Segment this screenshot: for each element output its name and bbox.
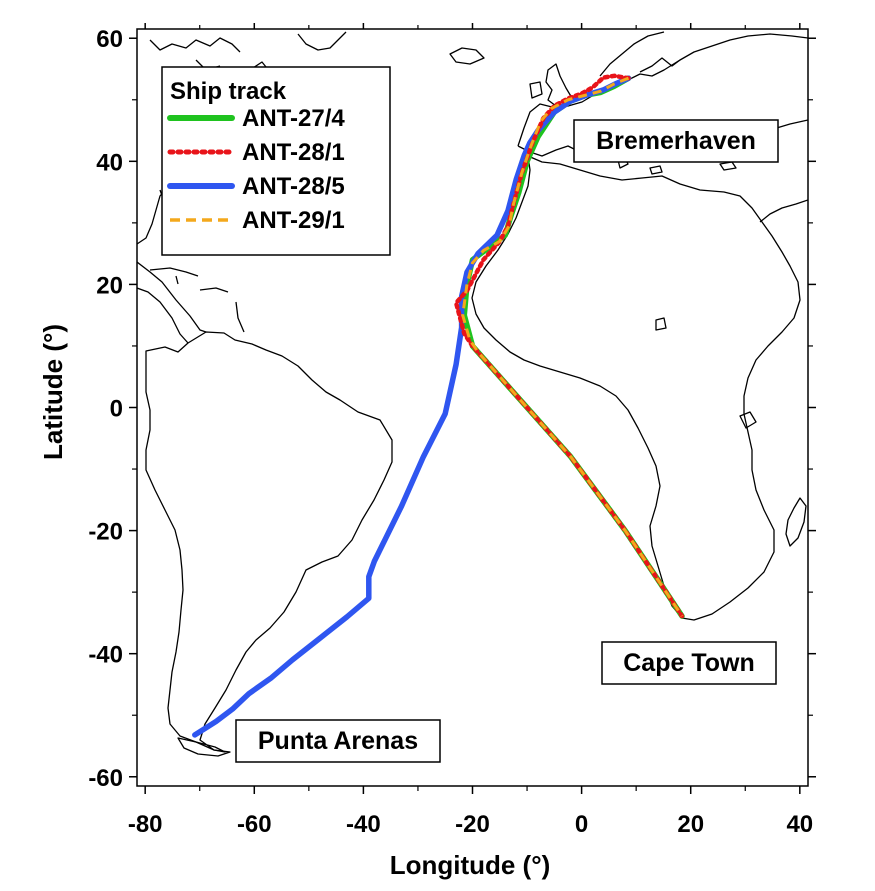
x-tick-label: -40 (346, 811, 381, 838)
greenland-coastline (297, 31, 347, 51)
y-tick-label: 20 (96, 272, 123, 299)
x-tick-label: 40 (786, 811, 813, 838)
y-tick-label: -20 (88, 519, 123, 546)
legend-label-ant-28-1: ANT-28/1 (242, 139, 345, 166)
y-tick-label: 60 (96, 26, 123, 53)
central-america-coastline (137, 261, 207, 344)
y-tick-label: 40 (96, 149, 123, 176)
ship-tracks (192, 73, 685, 738)
legend: Ship track ANT-27/4ANT-28/1ANT-28/5ANT-2… (161, 66, 391, 256)
africa-coastline (471, 155, 801, 621)
place-label-bremerhaven-text: Bremerhaven (596, 127, 756, 155)
x-axis-title: Longitude (°) (390, 850, 551, 880)
place-label-punta-arenas-text: Punta Arenas (258, 727, 418, 755)
place-label-punta-arenas: Punta Arenas (235, 719, 441, 763)
y-axis-title: Latitude (°) (38, 324, 68, 460)
legend-label-ant-28-5: ANT-28/5 (242, 173, 345, 200)
tierra-del-fuego-coastline (177, 737, 231, 757)
x-tick-label: 20 (677, 811, 704, 838)
x-tick-label: -80 (128, 811, 163, 838)
legend-label-ant-29-1: ANT-29/1 (242, 207, 345, 234)
x-axis-ticks: -80 -60 -40 -20 0 20 40 (128, 23, 813, 838)
y-axis-ticks: 60 40 20 0 -20 -40 -60 (88, 26, 816, 792)
track-ant-29-1 (461, 76, 684, 617)
x-tick-label: -20 (455, 811, 490, 838)
lake-victoria-coastline (655, 317, 757, 429)
iceland-coastline (449, 47, 485, 65)
legend-label-ant-27-4: ANT-27/4 (242, 105, 345, 132)
madagascar-coastline (785, 497, 807, 547)
scandinavia-coastline (599, 31, 681, 77)
x-tick-label: 0 (575, 811, 588, 838)
caribbean-islands-coastline (149, 267, 245, 333)
place-label-bremerhaven: Bremerhaven (573, 119, 779, 163)
legend-box (161, 66, 391, 256)
place-label-cape-town: Cape Town (601, 641, 777, 685)
y-tick-label: 0 (110, 396, 123, 423)
place-label-cape-town-text: Cape Town (623, 649, 754, 677)
x-tick-label: -60 (237, 811, 272, 838)
y-tick-label: -40 (88, 642, 123, 669)
legend-entries: ANT-27/4 ANT-28/1 ANT-28/5 ANT-29/1 (167, 105, 345, 234)
arabia-coastline (759, 199, 808, 223)
coastline-basemap (137, 31, 808, 757)
legend-title: Ship track (170, 78, 287, 105)
south-america-coastline (145, 331, 393, 753)
y-tick-label: -60 (88, 765, 123, 792)
